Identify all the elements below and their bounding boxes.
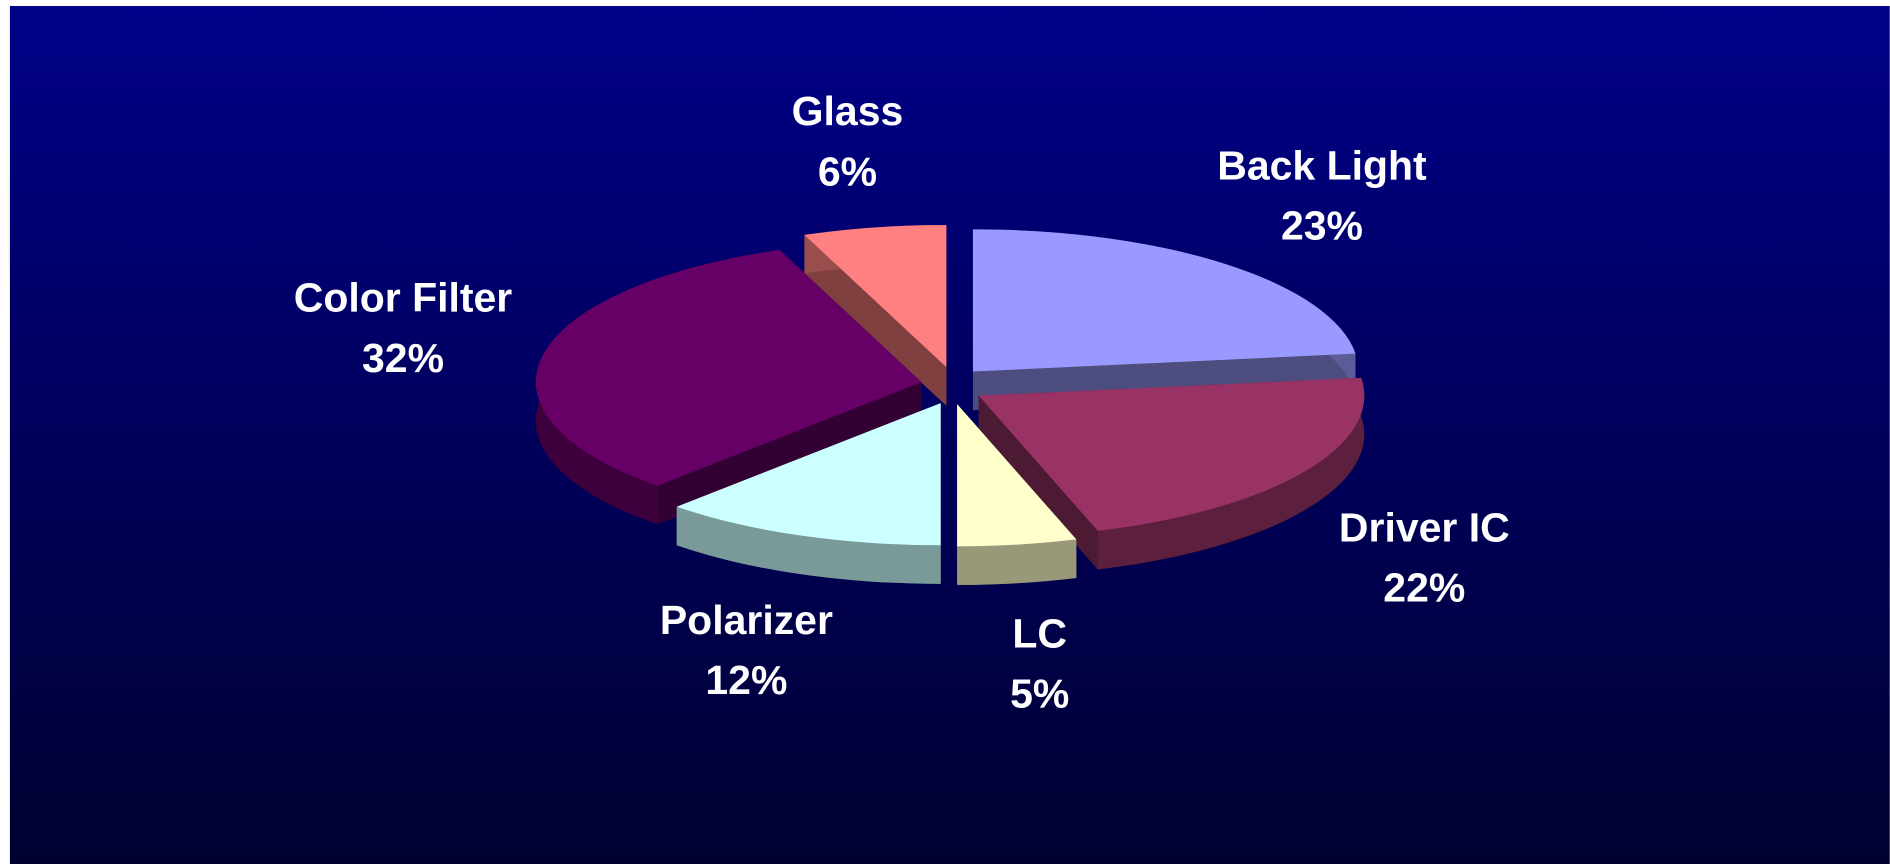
slice xyxy=(972,229,1356,411)
slice-value-label: 32% xyxy=(362,335,444,381)
slice-side xyxy=(676,506,941,584)
labels: Back Light 23% Driver IC 22% LC 5% Polarizer 12… xyxy=(294,88,1510,717)
slice-label: Polarizer xyxy=(660,597,833,643)
slice-value-label: 5% xyxy=(1010,671,1069,717)
slice-top xyxy=(535,249,922,486)
slice-value-label: 12% xyxy=(705,657,787,703)
slice-side xyxy=(957,539,1077,585)
slice-label: Back Light xyxy=(1217,142,1427,188)
slice-top xyxy=(804,224,947,368)
slice xyxy=(535,249,922,525)
slice-label: Color Filter xyxy=(294,275,513,321)
slice-label: Glass xyxy=(792,88,904,134)
slice xyxy=(978,377,1365,570)
slice-value-label: 23% xyxy=(1281,203,1363,249)
slice-top xyxy=(978,377,1365,531)
slice-top xyxy=(957,404,1077,547)
slice xyxy=(676,403,941,584)
slice-label: LC xyxy=(1012,610,1067,656)
slice-side xyxy=(978,395,1098,570)
slice-top xyxy=(676,403,941,546)
slice xyxy=(804,224,947,406)
slice-value-label: 22% xyxy=(1383,565,1465,611)
background xyxy=(9,6,1890,864)
slice-label: Driver IC xyxy=(1339,504,1510,550)
slice-top xyxy=(972,229,1356,372)
slice-value-label: 6% xyxy=(818,148,877,194)
slice xyxy=(957,404,1077,585)
slice-side xyxy=(804,234,947,406)
slice-side xyxy=(1097,377,1365,570)
slices xyxy=(535,224,1365,585)
